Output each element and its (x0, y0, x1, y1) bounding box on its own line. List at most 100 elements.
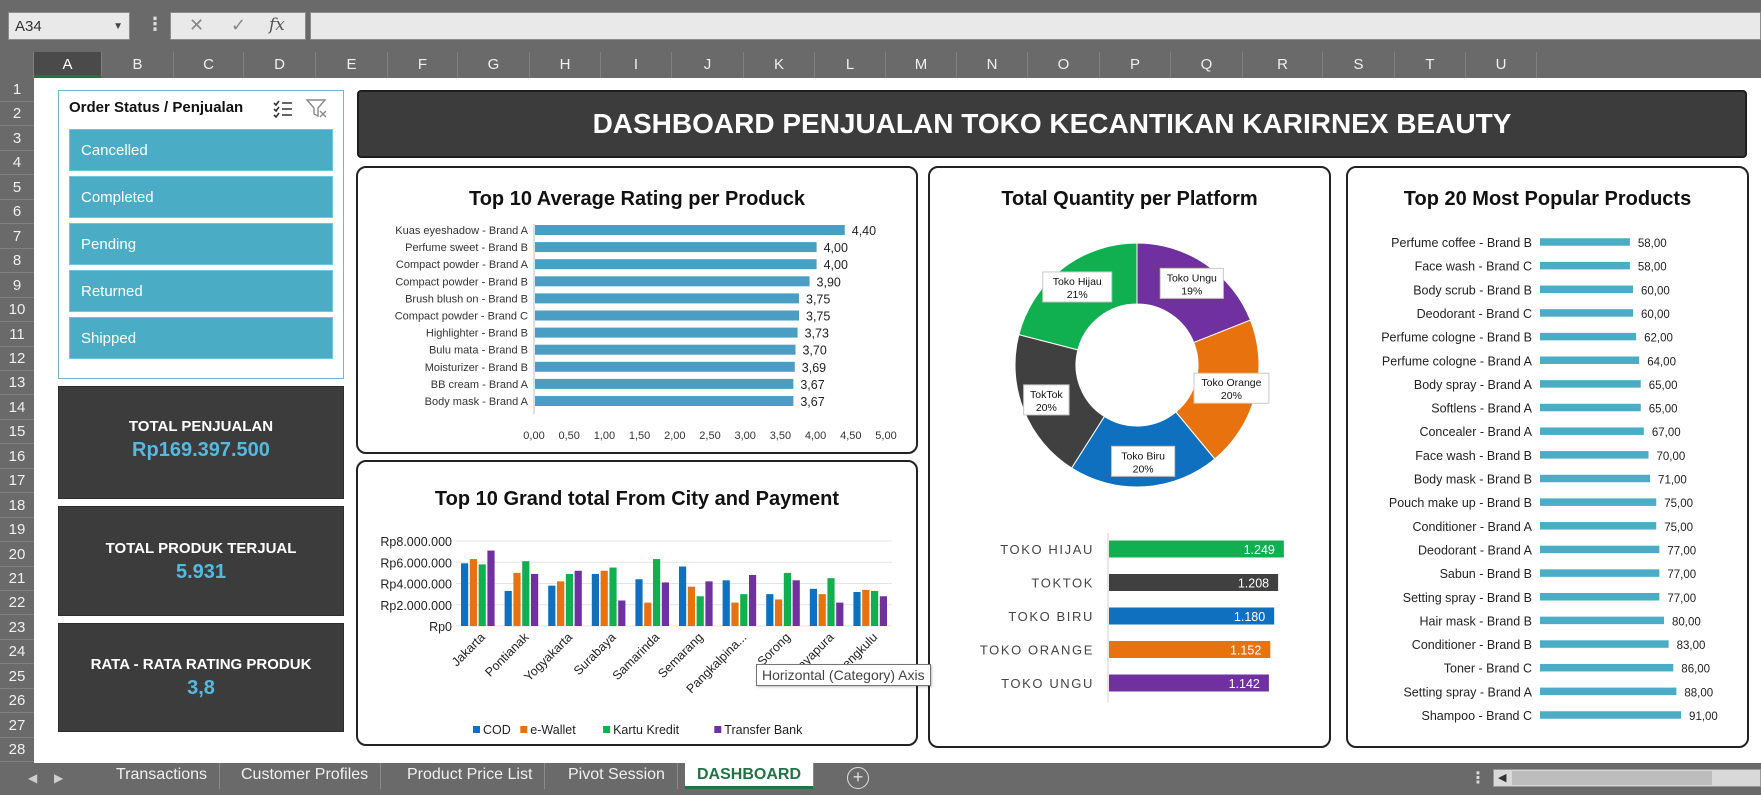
column-e-wallet[interactable] (513, 572, 521, 626)
more-options-icon[interactable]: ⋮ (1470, 770, 1486, 787)
city-payment-chart[interactable]: Top 10 Grand total From City and Payment… (356, 460, 918, 746)
row-header-10[interactable]: 10 (0, 298, 34, 323)
row-header-26[interactable]: 26 (0, 689, 34, 714)
cancel-icon[interactable]: ✕ (189, 15, 205, 35)
bar[interactable] (535, 276, 810, 287)
column-kartu-kredit[interactable] (522, 561, 530, 626)
column-transfer-bank[interactable] (618, 600, 626, 627)
row-header-22[interactable]: 22 (0, 591, 34, 616)
column-e-wallet[interactable] (687, 586, 695, 626)
column-transfer-bank[interactable] (792, 580, 800, 626)
column-e-wallet[interactable] (818, 594, 826, 626)
row-header-11[interactable]: 11 (0, 323, 34, 347)
bar[interactable] (1540, 593, 1660, 601)
column-cod[interactable] (679, 566, 687, 627)
scrollbar-thumb[interactable] (1512, 771, 1712, 785)
bar[interactable] (1540, 663, 1674, 672)
bar[interactable] (1540, 356, 1640, 365)
bar[interactable] (535, 378, 794, 389)
bar[interactable] (1109, 607, 1275, 625)
column-header-c[interactable]: C (174, 52, 244, 78)
row-header-28[interactable]: 28 (0, 738, 34, 763)
column-header-k[interactable]: K (744, 52, 815, 78)
row-header-23[interactable]: 23 (0, 616, 34, 640)
row-header-19[interactable]: 19 (0, 518, 34, 543)
clear-filter-icon[interactable] (305, 97, 329, 121)
name-box[interactable]: A34 ▼ (8, 12, 130, 40)
column-cod[interactable] (853, 592, 861, 626)
function-icon[interactable]: fx (269, 15, 285, 35)
bar[interactable] (1109, 674, 1269, 692)
bar[interactable] (1109, 641, 1271, 658)
bar[interactable] (1540, 309, 1633, 317)
column-e-wallet[interactable] (862, 589, 870, 626)
column-cod[interactable] (504, 590, 512, 626)
row-header-6[interactable]: 6 (0, 200, 34, 225)
slicer-item-shipped[interactable]: Shipped (69, 317, 333, 359)
column-kartu-kredit[interactable] (783, 572, 791, 626)
bar[interactable] (535, 327, 798, 338)
column-header-o[interactable]: O (1028, 52, 1100, 78)
slicer-item-returned[interactable]: Returned (69, 270, 333, 312)
column-header-n[interactable]: N (957, 52, 1028, 78)
row-header-20[interactable]: 20 (0, 543, 34, 567)
bar[interactable] (535, 310, 799, 321)
bar[interactable] (1540, 569, 1660, 577)
bar[interactable] (1540, 285, 1633, 294)
slicer-item-pending[interactable]: Pending (69, 223, 333, 265)
row-header-8[interactable]: 8 (0, 249, 34, 274)
column-kartu-kredit[interactable] (827, 578, 835, 626)
scroll-left-icon[interactable]: ◀ (1498, 772, 1507, 784)
bar[interactable] (1540, 332, 1637, 341)
column-header-d[interactable]: D (244, 52, 316, 78)
bar[interactable] (535, 242, 817, 253)
row-header-15[interactable]: 15 (0, 420, 34, 445)
row-header-7[interactable]: 7 (0, 225, 34, 249)
row-header-24[interactable]: 24 (0, 640, 34, 665)
column-transfer-bank[interactable] (661, 582, 669, 626)
column-e-wallet[interactable] (557, 581, 565, 626)
bar[interactable] (1540, 380, 1641, 388)
row-header-17[interactable]: 17 (0, 469, 34, 494)
column-header-a[interactable]: A (34, 52, 102, 78)
bar[interactable] (1109, 574, 1279, 591)
multi-select-icon[interactable] (271, 97, 295, 121)
column-kartu-kredit[interactable] (565, 573, 573, 626)
add-sheet-icon[interactable]: + (847, 767, 869, 789)
bar[interactable] (1540, 545, 1660, 554)
column-header-s[interactable]: S (1323, 52, 1395, 78)
column-cod[interactable] (635, 579, 643, 626)
bar[interactable] (1540, 403, 1641, 412)
column-e-wallet[interactable] (731, 602, 739, 626)
column-kartu-kredit[interactable] (609, 567, 617, 626)
bar[interactable] (535, 293, 799, 304)
row-header-27[interactable]: 27 (0, 714, 34, 738)
column-header-e[interactable]: E (316, 52, 388, 78)
row-header-16[interactable]: 16 (0, 445, 34, 469)
row-header-2[interactable]: 2 (0, 102, 34, 127)
scroll-right-icon[interactable]: ▶ (54, 771, 64, 785)
row-header-4[interactable]: 4 (0, 151, 34, 176)
row-header-3[interactable]: 3 (0, 127, 34, 151)
column-kartu-kredit[interactable] (740, 594, 748, 626)
column-e-wallet[interactable] (775, 599, 783, 626)
column-e-wallet[interactable] (600, 570, 608, 626)
select-all-corner[interactable] (0, 52, 34, 78)
avg-rating-chart[interactable]: Top 10 Average Rating per Produck Kuas e… (356, 166, 918, 454)
popular-products-chart[interactable]: Top 20 Most Popular Products Perfume cof… (1346, 166, 1749, 748)
column-transfer-bank[interactable] (531, 573, 539, 626)
column-transfer-bank[interactable] (487, 550, 495, 626)
column-header-p[interactable]: P (1100, 52, 1171, 78)
row-header-5[interactable]: 5 (0, 176, 34, 200)
column-header-h[interactable]: H (530, 52, 601, 78)
column-kartu-kredit[interactable] (871, 590, 879, 626)
column-header-m[interactable]: M (886, 52, 957, 78)
column-header-f[interactable]: F (388, 52, 458, 78)
row-header-14[interactable]: 14 (0, 396, 34, 420)
row-header-12[interactable]: 12 (0, 347, 34, 371)
column-header-l[interactable]: L (815, 52, 886, 78)
column-cod[interactable] (766, 594, 774, 626)
bar[interactable] (1540, 498, 1657, 506)
row-header-13[interactable]: 13 (0, 371, 34, 396)
bar[interactable] (1540, 687, 1677, 696)
